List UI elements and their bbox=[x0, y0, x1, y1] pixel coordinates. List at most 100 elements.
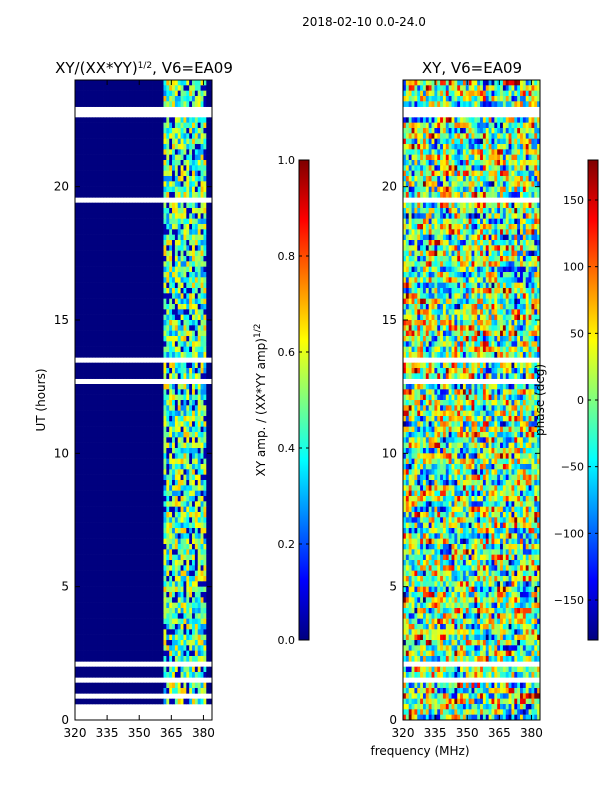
heatmap-cell bbox=[194, 122, 199, 129]
heatmap-cell bbox=[80, 154, 84, 161]
heatmap-cell bbox=[192, 640, 196, 646]
heatmap-cell bbox=[154, 325, 159, 331]
heatmap-cell bbox=[114, 394, 119, 401]
heatmap-cell bbox=[146, 122, 150, 129]
heatmap-cell bbox=[186, 485, 190, 491]
heatmap-cell bbox=[114, 448, 119, 454]
heatmap-cell bbox=[112, 138, 116, 145]
heatmap-cell bbox=[143, 560, 147, 566]
heatmap-cell bbox=[209, 261, 213, 267]
heatmap-cell bbox=[157, 96, 162, 102]
heatmap-cell bbox=[109, 309, 113, 315]
heatmap-cell bbox=[132, 576, 136, 582]
heatmap-cell bbox=[97, 650, 102, 657]
heatmap-cell bbox=[86, 160, 90, 166]
heatmap-cell bbox=[120, 362, 124, 369]
heatmap-cell bbox=[89, 336, 93, 342]
heatmap-cell bbox=[137, 528, 142, 534]
heatmap-cell bbox=[143, 544, 147, 550]
heatmap-cell bbox=[97, 640, 102, 646]
heatmap-cell bbox=[100, 138, 104, 145]
heatmap-cell bbox=[86, 128, 90, 134]
heatmap-cell bbox=[120, 320, 124, 326]
heatmap-cell bbox=[80, 624, 84, 630]
heatmap-cell bbox=[137, 176, 142, 182]
heatmap-cell bbox=[160, 421, 164, 427]
heatmap-cell bbox=[120, 501, 124, 507]
heatmap-cell bbox=[166, 160, 170, 166]
heatmap-cell bbox=[180, 352, 184, 358]
heatmap-cell bbox=[137, 330, 142, 337]
heatmap-cell bbox=[183, 261, 187, 267]
heatmap-cell bbox=[80, 336, 84, 342]
heatmap-cell bbox=[89, 469, 93, 475]
heatmap-cell bbox=[194, 506, 199, 513]
heatmap-cell bbox=[86, 549, 90, 555]
heatmap-cell bbox=[86, 517, 90, 523]
heatmap-cell bbox=[186, 202, 190, 209]
heatmap-cell bbox=[160, 133, 164, 139]
heatmap-cell bbox=[206, 149, 210, 155]
heatmap-cell bbox=[89, 213, 93, 219]
heatmap-cell bbox=[109, 448, 113, 454]
heatmap-cell bbox=[103, 85, 107, 91]
heatmap-cell bbox=[86, 368, 90, 374]
heatmap-cell bbox=[92, 410, 96, 417]
heatmap-cell bbox=[97, 474, 102, 481]
heatmap-cell bbox=[177, 656, 181, 662]
heatmap-cell bbox=[186, 341, 190, 347]
heatmap-cell bbox=[123, 608, 127, 614]
heatmap-cell bbox=[83, 645, 87, 651]
heatmap-cell bbox=[75, 581, 79, 587]
heatmap-cell bbox=[112, 613, 116, 619]
heatmap-cell bbox=[163, 464, 167, 470]
heatmap-cell bbox=[186, 314, 190, 321]
heatmap-cell bbox=[177, 160, 181, 166]
heatmap-cell bbox=[89, 586, 93, 593]
heatmap-cell bbox=[180, 410, 184, 417]
heatmap-cell bbox=[140, 101, 144, 107]
heatmap-cell bbox=[140, 133, 144, 139]
heatmap-cell bbox=[83, 485, 87, 491]
heatmap-cell bbox=[163, 218, 167, 225]
heatmap-cell bbox=[89, 186, 93, 193]
heatmap-cell bbox=[134, 234, 139, 241]
heatmap-cell bbox=[149, 133, 153, 139]
heatmap-cell bbox=[174, 261, 179, 267]
heatmap-cell bbox=[172, 229, 176, 235]
heatmap-cell bbox=[203, 144, 207, 150]
heatmap-cell bbox=[123, 346, 127, 353]
heatmap-cell bbox=[129, 410, 133, 417]
heatmap-cell bbox=[103, 416, 107, 422]
heatmap-cell bbox=[100, 128, 104, 134]
heatmap-cell bbox=[186, 432, 190, 438]
heatmap-cell bbox=[92, 117, 96, 123]
heatmap-cell bbox=[146, 218, 150, 225]
heatmap-cell bbox=[129, 170, 133, 177]
heatmap-cell bbox=[123, 80, 127, 86]
heatmap-cell bbox=[180, 202, 184, 209]
heatmap-cell bbox=[183, 309, 187, 315]
heatmap-cell bbox=[137, 517, 142, 523]
heatmap-cell bbox=[97, 634, 102, 641]
heatmap-cell bbox=[114, 368, 119, 374]
heatmap-cell bbox=[117, 592, 122, 598]
heatmap-cell bbox=[117, 405, 122, 411]
heatmap-cell bbox=[154, 592, 159, 598]
heatmap-cell bbox=[89, 437, 93, 443]
heatmap-cell bbox=[134, 282, 139, 289]
heatmap-cell bbox=[106, 186, 110, 193]
heatmap-cell bbox=[89, 474, 93, 481]
heatmap-cell bbox=[86, 336, 90, 342]
heatmap-cell bbox=[152, 469, 156, 475]
heatmap-cell bbox=[80, 320, 84, 326]
heatmap-cell bbox=[117, 234, 122, 241]
heatmap-cell bbox=[134, 458, 139, 465]
heatmap-cell bbox=[89, 80, 93, 86]
heatmap-cell bbox=[157, 453, 162, 459]
heatmap-cell bbox=[189, 224, 193, 230]
heatmap-cell bbox=[134, 218, 139, 225]
heatmap-cell bbox=[126, 96, 130, 102]
heatmap-cell bbox=[94, 229, 99, 235]
heatmap-cell bbox=[183, 304, 187, 310]
